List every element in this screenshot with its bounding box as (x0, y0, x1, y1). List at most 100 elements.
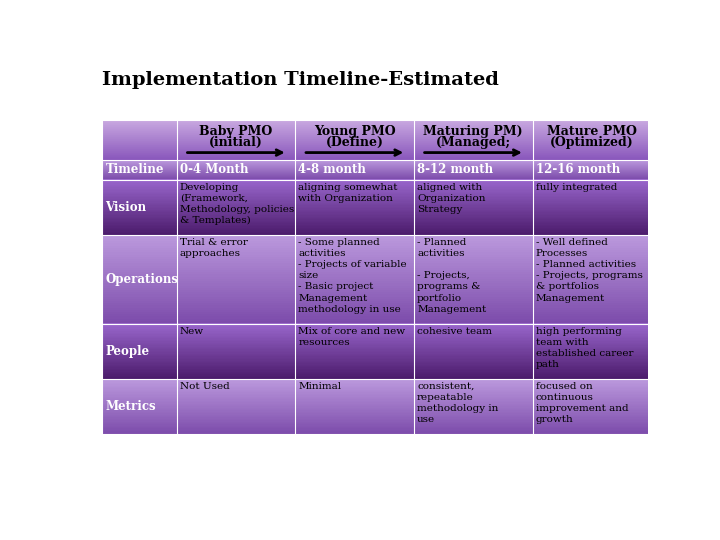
Bar (102, 169, 651, 170)
Bar (102, 175, 651, 176)
Bar (102, 148, 651, 150)
Bar (102, 337, 651, 339)
Bar (102, 329, 651, 330)
Bar (102, 405, 651, 407)
Text: aligning somewhat
with Organization: aligning somewhat with Organization (299, 183, 398, 202)
Bar (102, 351, 651, 353)
Bar (102, 156, 651, 157)
Bar (102, 197, 651, 199)
Text: consistent,
repeatable
methodology in
use: consistent, repeatable methodology in us… (417, 382, 498, 424)
Text: New: New (180, 327, 204, 335)
Bar (102, 129, 651, 130)
Bar (102, 145, 651, 146)
Bar (102, 196, 651, 198)
Bar (102, 193, 651, 195)
Bar (102, 143, 651, 144)
Bar (102, 333, 651, 335)
Bar (102, 430, 651, 431)
Text: (Define): (Define) (325, 136, 384, 148)
Bar (102, 334, 651, 336)
Bar (102, 325, 651, 326)
Bar (102, 420, 651, 422)
Bar (102, 157, 651, 158)
Bar (102, 428, 651, 430)
Bar (102, 159, 651, 160)
Bar (102, 294, 651, 297)
Bar (102, 274, 651, 277)
Bar (102, 424, 651, 426)
Bar (102, 323, 651, 325)
Text: (Optimized): (Optimized) (550, 136, 634, 148)
Bar (102, 128, 651, 129)
Bar (102, 349, 651, 351)
Text: Timeline: Timeline (106, 164, 164, 177)
Bar (102, 177, 651, 178)
Bar (102, 237, 651, 239)
Bar (102, 396, 651, 399)
Bar (102, 241, 651, 244)
Bar (102, 142, 651, 143)
Bar (102, 330, 651, 332)
Text: Mix of core and new
resources: Mix of core and new resources (299, 327, 405, 347)
Bar (102, 292, 651, 295)
Bar (102, 431, 651, 433)
Bar (102, 352, 651, 354)
Bar (102, 372, 651, 374)
Bar (102, 179, 651, 181)
Bar (102, 123, 651, 124)
Bar (102, 259, 651, 261)
Bar (102, 125, 651, 126)
Bar (102, 359, 651, 361)
Bar (102, 145, 651, 146)
Bar (102, 164, 651, 165)
Bar (102, 233, 651, 235)
Bar (102, 426, 651, 428)
Bar (102, 339, 651, 340)
Bar (102, 166, 651, 167)
Bar (102, 123, 651, 124)
Bar (102, 266, 651, 268)
Bar (102, 164, 651, 165)
Bar (102, 362, 651, 364)
Bar (102, 231, 651, 232)
Bar (102, 418, 651, 421)
Bar (102, 415, 651, 416)
Text: - Planned
activities

- Projects,
programs &
portfolio
Management: - Planned activities - Projects, program… (417, 238, 486, 314)
Bar (102, 361, 651, 362)
Bar (102, 373, 651, 375)
Bar (102, 122, 651, 123)
Bar (102, 234, 651, 237)
Bar (102, 157, 651, 158)
Bar (102, 366, 651, 368)
Text: Developing
(Framework,
Methodology, policies
& Templates): Developing (Framework, Methodology, poli… (180, 183, 294, 225)
Bar (102, 246, 651, 248)
Bar (102, 281, 651, 284)
Bar (102, 120, 651, 122)
Bar (102, 124, 651, 125)
Bar (102, 268, 651, 271)
Text: fully integrated: fully integrated (536, 183, 617, 192)
Bar (102, 211, 651, 213)
Bar (102, 151, 651, 152)
Bar (102, 286, 651, 288)
Bar (102, 134, 651, 136)
Bar (102, 139, 651, 140)
Bar (102, 204, 651, 206)
Bar (102, 158, 651, 159)
Text: high performing
team with
established career
path: high performing team with established ca… (536, 327, 633, 369)
Bar (102, 401, 651, 402)
Bar (102, 376, 651, 377)
Bar (102, 120, 651, 121)
Bar (102, 381, 651, 383)
Text: Implementation Timeline-Estimated: Implementation Timeline-Estimated (102, 71, 498, 89)
Bar (102, 130, 651, 131)
Bar (102, 393, 651, 394)
Bar (102, 190, 651, 192)
Bar (102, 347, 651, 348)
Bar (102, 348, 651, 350)
Bar (102, 288, 651, 291)
Bar (102, 226, 651, 228)
Text: Vision: Vision (106, 201, 147, 214)
Bar (102, 183, 651, 185)
Bar (102, 176, 651, 177)
